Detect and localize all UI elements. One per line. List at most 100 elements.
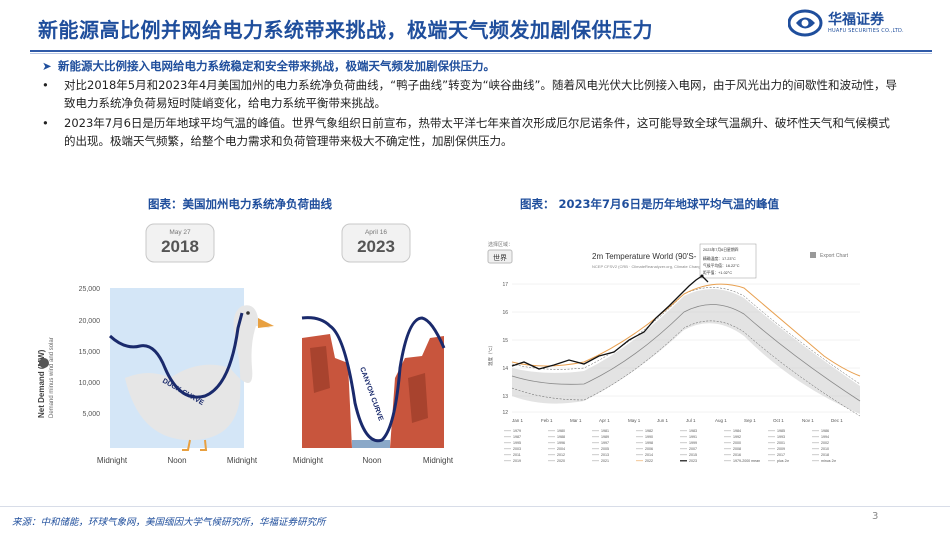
- legend-item[interactable]: 2005: [601, 447, 609, 451]
- legend-item[interactable]: 1979-2000 mean: [733, 459, 760, 463]
- legend-item[interactable]: minus 2σ: [821, 459, 837, 463]
- legend-item[interactable]: 1990: [645, 435, 653, 439]
- legend-item[interactable]: 2001: [777, 441, 785, 445]
- legend-item[interactable]: 1984: [733, 429, 741, 433]
- legend-item[interactable]: 1989: [601, 435, 609, 439]
- legend-item[interactable]: 1988: [557, 435, 565, 439]
- duck-illustration: [125, 305, 274, 451]
- x-tick: Midnight: [227, 456, 258, 465]
- legend-item[interactable]: 2008: [733, 447, 741, 451]
- legend-item[interactable]: 2006: [645, 447, 653, 451]
- legend-item[interactable]: 1991: [689, 435, 697, 439]
- tooltip: 2023年7月6日星期四 精确温度：17.23°C 气候平均值：16.22°C …: [699, 243, 757, 279]
- temp-x-tick: Feb 1: [541, 418, 553, 423]
- temperature-chart: 选择区域： 世界 2m Temperature World (90'S- NCE…: [484, 236, 866, 468]
- legend-item[interactable]: 1997: [601, 441, 609, 445]
- legend-item[interactable]: 2004: [557, 447, 565, 451]
- legend-item[interactable]: 1992: [733, 435, 741, 439]
- y-tick: 10,000: [79, 380, 101, 387]
- legend-item[interactable]: 2003: [513, 447, 521, 451]
- page-title: 新能源高比例并网给电力系统带来挑战，极端天气频发加剧保供压力: [38, 18, 653, 42]
- temp-y-tick: 14: [502, 366, 508, 372]
- x-tick: Midnight: [293, 456, 324, 465]
- bullet-dot-icon: •: [42, 116, 49, 130]
- temp-y-tick: 13: [502, 394, 508, 400]
- y-tick: 25,000: [79, 286, 101, 293]
- header-rule-thin: [30, 53, 932, 54]
- legend-item[interactable]: 1996: [557, 441, 565, 445]
- export-chart-link[interactable]: Export Chart: [820, 253, 849, 259]
- svg-text:Demand minus wind and solar: Demand minus wind and solar: [49, 337, 55, 418]
- x-tick: Noon: [167, 456, 186, 465]
- footer-rule: [0, 506, 950, 507]
- legend-item[interactable]: 1993: [777, 435, 785, 439]
- legend-item[interactable]: 2011: [513, 453, 521, 457]
- legend-item[interactable]: 2014: [645, 453, 653, 457]
- temp-y-tick: 12: [502, 410, 508, 416]
- header-rule: [30, 50, 932, 52]
- duck-curve-line: [108, 312, 244, 399]
- arrow-icon: ➤: [42, 59, 52, 73]
- temp-x-tick: Nov 1: [802, 418, 814, 423]
- temp-chart-title: 2m Temperature World (90'S-: [592, 252, 697, 261]
- temp-x-tick: May 1: [628, 418, 641, 423]
- legend-item[interactable]: 2020: [557, 459, 565, 463]
- legend-item[interactable]: 1986: [821, 429, 829, 433]
- bullet-text: 2023年7月6日是历年地球平均气温的峰值。世界气象组织日前宣布，热带太平洋七年…: [64, 116, 890, 148]
- y-tick: 20,000: [79, 318, 101, 325]
- legend-item[interactable]: 1994: [821, 435, 829, 439]
- legend-item[interactable]: 2016: [733, 453, 741, 457]
- legend-item[interactable]: 1999: [689, 441, 697, 445]
- logo-subtitle: HUAFU SECURITIES CO.,LTD.: [828, 28, 904, 34]
- region-button[interactable]: 世界: [487, 249, 513, 264]
- legend-item[interactable]: 2018: [821, 453, 829, 457]
- legend-item[interactable]: 2009: [777, 447, 785, 451]
- svg-text:Net Demand (MW): Net Demand (MW): [37, 349, 46, 418]
- left-figure-caption: 图表：美国加州电力系统净负荷曲线: [148, 197, 332, 211]
- svg-text:世界: 世界: [493, 253, 507, 262]
- card-2023-year: 2023: [357, 237, 395, 256]
- legend-item[interactable]: 1981: [601, 429, 609, 433]
- legend-item[interactable]: 2007: [689, 447, 697, 451]
- x-tick: Noon: [362, 456, 381, 465]
- company-logo: 华福证券 HUAFU SECURITIES CO.,LTD.: [788, 6, 928, 42]
- legend-item[interactable]: 1980: [557, 429, 565, 433]
- legend-item[interactable]: 1979: [513, 429, 521, 433]
- canyon-curve-line: [301, 316, 446, 443]
- bullet-text: 对比2018年5月和2023年4月美国加州的电力系统净负荷曲线，“鸭子曲线”转变…: [64, 78, 897, 110]
- legend-item[interactable]: 1995: [513, 441, 521, 445]
- legend-item[interactable]: plus 2σ: [777, 459, 790, 463]
- svg-text:精确温度：17.23°C: 精确温度：17.23°C: [703, 256, 736, 261]
- legend-item[interactable]: 1998: [645, 441, 653, 445]
- temp-y-axis-label: 温度（°C）: [487, 343, 494, 366]
- legend-item[interactable]: 2021: [601, 459, 609, 463]
- legend-item[interactable]: 2000: [733, 441, 741, 445]
- temp-x-tick: Jan 1: [512, 418, 524, 423]
- card-2018-year: 2018: [161, 237, 199, 256]
- legend-item[interactable]: 2019: [513, 459, 521, 463]
- legend-item[interactable]: 1982: [645, 429, 653, 433]
- legend-item[interactable]: 1983: [689, 429, 697, 433]
- card-2023-date: April 16: [365, 229, 387, 236]
- legend-item[interactable]: 1985: [777, 429, 785, 433]
- legend-item[interactable]: 2015: [689, 453, 697, 457]
- temp-x-tick: Mar 1: [570, 418, 582, 423]
- page-number: 3: [872, 511, 879, 522]
- x-tick: Midnight: [97, 456, 128, 465]
- legend-item[interactable]: 2013: [601, 453, 609, 457]
- y-tick: 15,000: [79, 349, 101, 356]
- legend-item[interactable]: 2002: [821, 441, 829, 445]
- legend-item[interactable]: 2023: [689, 459, 697, 463]
- summary-line: ➤ 新能源大比例接入电网给电力系统稳定和安全带来挑战，极端天气频发加剧保供压力。: [42, 58, 495, 74]
- bulb-icon: [39, 358, 49, 368]
- legend-item[interactable]: 1987: [513, 435, 521, 439]
- export-icon: [810, 252, 816, 258]
- legend-item[interactable]: 2012: [557, 453, 565, 457]
- legend-item[interactable]: 2022: [645, 459, 653, 463]
- temp-y-tick: 15: [502, 338, 508, 344]
- duck-canyon-chart: May 27 2018 April 16 2023 Net Demand (MW…: [37, 223, 454, 465]
- legend-item[interactable]: 2017: [777, 453, 785, 457]
- svg-text:距平值：+1.02°C: 距平值：+1.02°C: [703, 270, 732, 275]
- card-2018-date: May 27: [169, 229, 191, 236]
- legend-item[interactable]: 2010: [821, 447, 829, 451]
